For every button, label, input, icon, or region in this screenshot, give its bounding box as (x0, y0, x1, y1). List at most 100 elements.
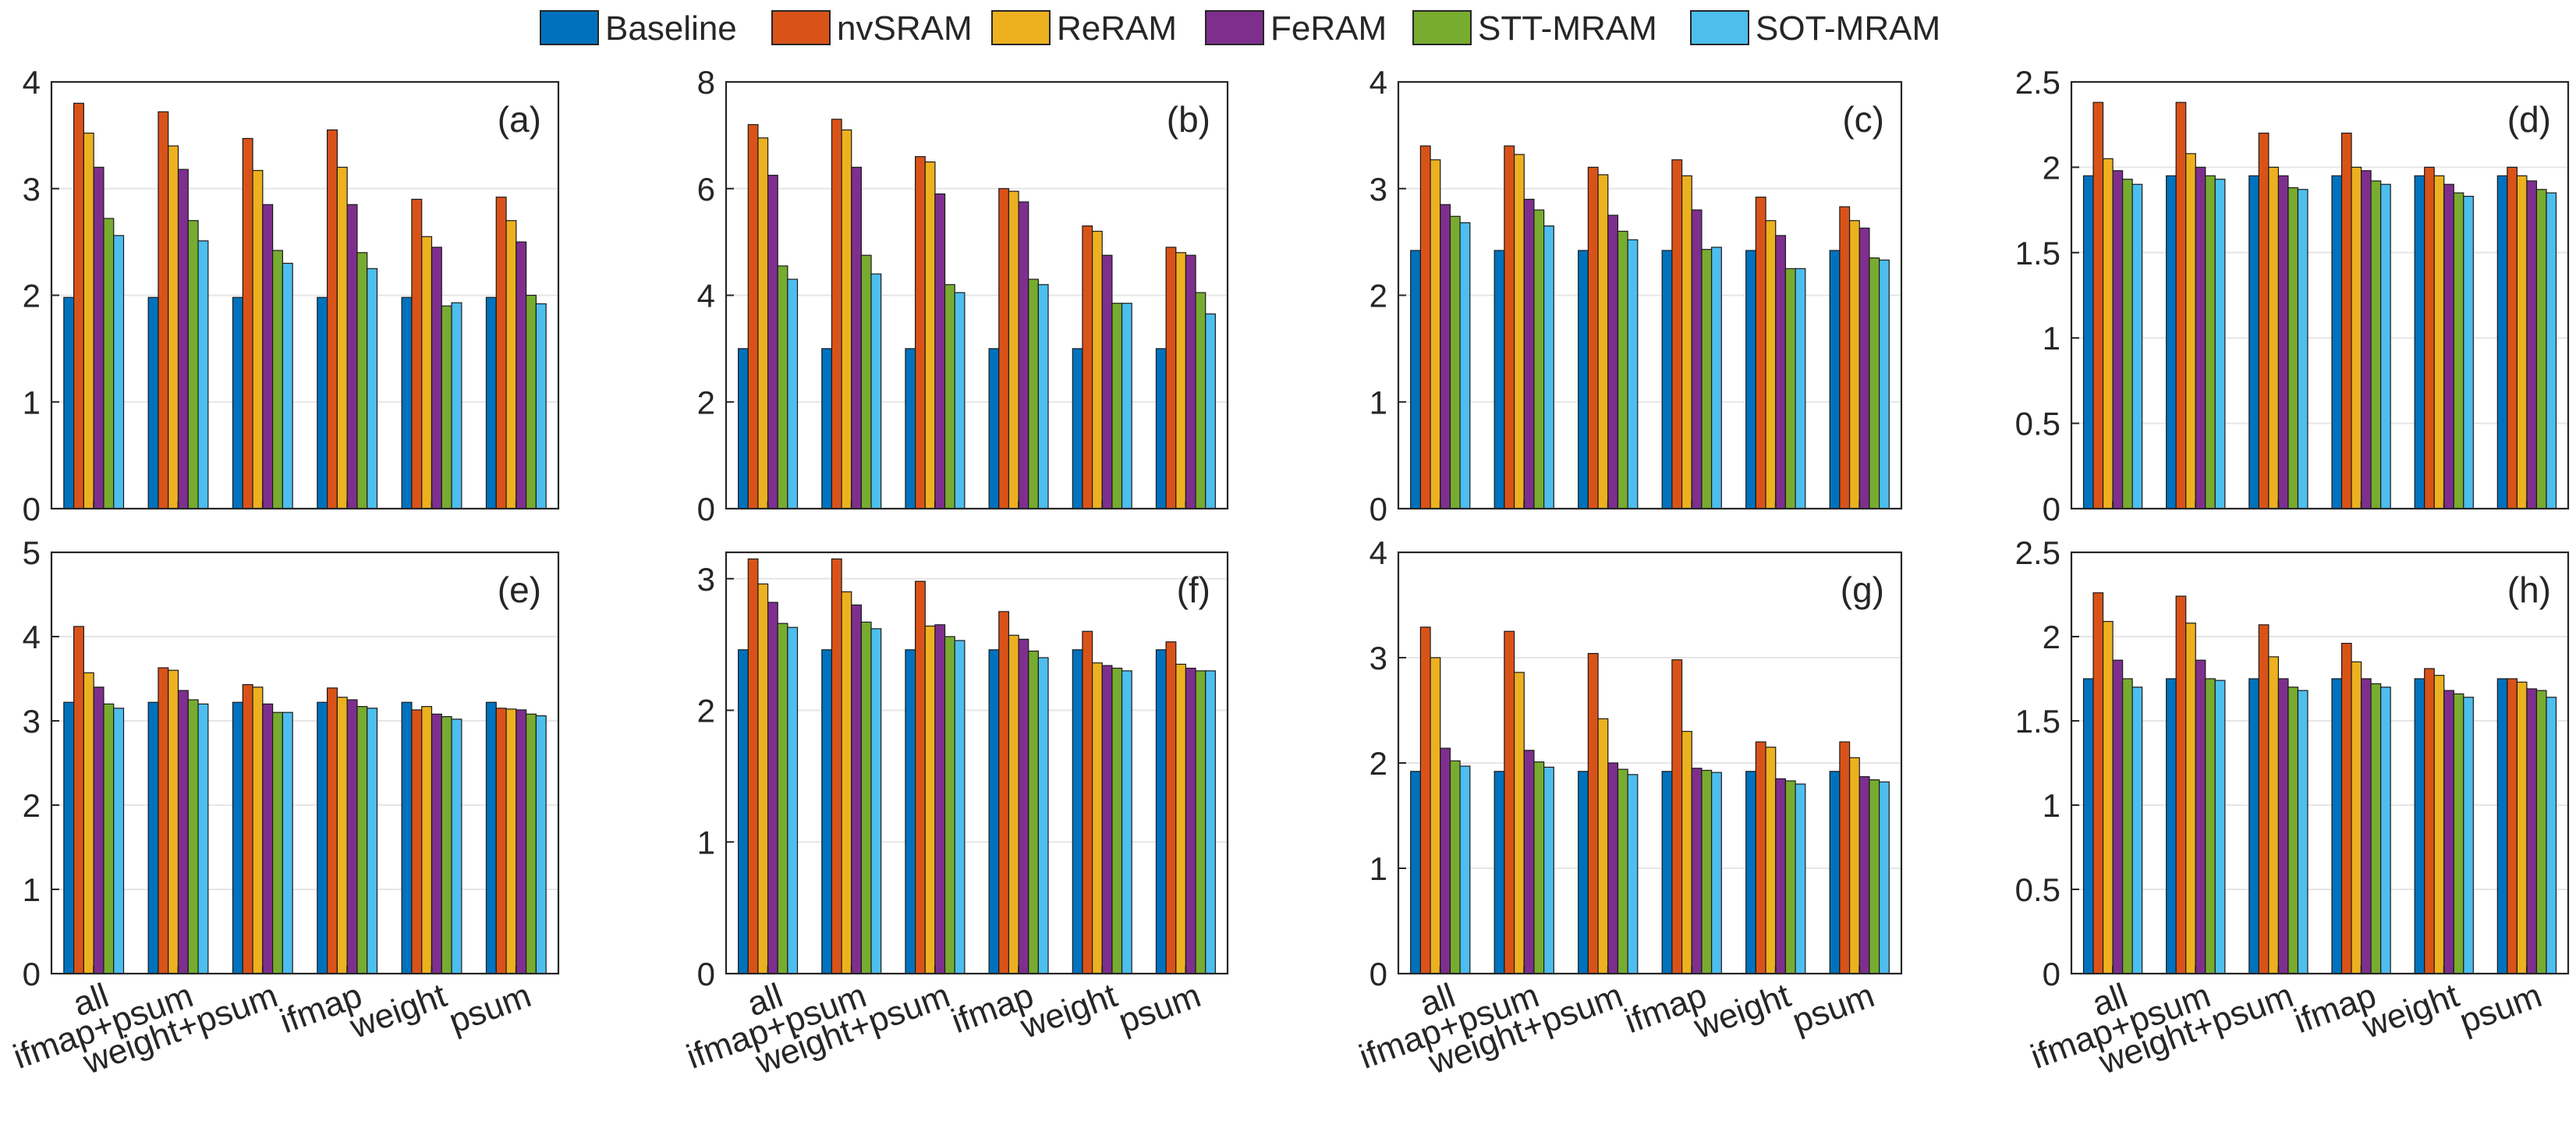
bar-baseline-ifmap-psum (147, 296, 159, 509)
bar-nvsram-weight (1755, 741, 1766, 974)
bar-sot-mram-weight-psum (1627, 774, 1639, 974)
bar-feram-weight (431, 713, 442, 974)
bar-nvsram-weight-psum (1587, 166, 1599, 509)
legend-swatch-reram (991, 10, 1051, 45)
bar-stt-mram-ifmap-psum (1533, 761, 1545, 974)
y-tick-label: 4 (1369, 64, 1387, 101)
bar-stt-mram-weight-psum (272, 250, 283, 509)
bar-feram-ifmap (346, 699, 358, 974)
bar-sot-mram-weight (2463, 697, 2474, 974)
bar-reram-ifmap-psum (2185, 153, 2196, 509)
bar-stt-mram-all (777, 265, 788, 509)
bar-baseline-all (738, 348, 749, 509)
bar-reram-ifmap-psum (841, 591, 852, 974)
bar-reram-psum (1848, 757, 1860, 974)
bar-stt-mram-weight (441, 715, 452, 974)
bar-sot-mram-ifmap-psum (870, 628, 882, 974)
bar-feram-psum (516, 709, 527, 974)
axes-box (50, 551, 560, 975)
bar-nvsram-psum (2507, 166, 2518, 509)
bar-baseline-ifmap (988, 649, 1000, 974)
bar-feram-psum (516, 241, 527, 509)
bar-reram-psum (505, 708, 517, 974)
bar-sot-mram-ifmap-psum (2214, 179, 2226, 509)
bar-sot-mram-all (1459, 765, 1471, 974)
bar-sot-mram-ifmap (367, 708, 378, 974)
y-tick-label: 3 (697, 561, 715, 598)
bar-nvsram-psum (495, 708, 507, 974)
panel-label: (c) (1842, 99, 1884, 140)
bar-nvsram-psum (1839, 741, 1851, 974)
bar-nvsram-ifmap-psum (831, 119, 842, 509)
bar-baseline-weight (2414, 175, 2425, 509)
y-tick-label: 2 (1369, 745, 1387, 782)
bar-baseline-weight (401, 701, 413, 974)
bar-feram-weight-psum (1607, 762, 1619, 974)
bar-stt-mram-weight (1111, 303, 1123, 509)
y-tick-label: 2 (697, 384, 715, 420)
bar-baseline-psum (1829, 250, 1841, 509)
y-tick-label: 2 (697, 693, 715, 729)
bar-reram-ifmap (336, 166, 348, 509)
bar-nvsram-ifmap (327, 687, 338, 974)
bar-sot-mram-weight-psum (954, 640, 966, 974)
bar-stt-mram-all (2122, 179, 2133, 509)
bar-baseline-ifmap (1661, 250, 1673, 509)
bar-nvsram-weight-psum (2258, 624, 2270, 974)
bar-sot-mram-psum (2546, 697, 2557, 974)
bar-sot-mram-ifmap-psum (2214, 679, 2226, 974)
bar-sot-mram-ifmap-psum (1543, 225, 1554, 509)
bar-reram-psum (1175, 663, 1187, 974)
bar-nvsram-ifmap (327, 129, 338, 509)
bar-baseline-weight-psum (2248, 678, 2259, 974)
legend-swatch-feram (1205, 10, 1264, 45)
bar-feram-ifmap (1018, 638, 1029, 974)
bar-feram-ifmap (1018, 201, 1029, 509)
bar-stt-mram-weight (1784, 268, 1796, 509)
bar-reram-weight-psum (2268, 166, 2280, 509)
bar-baseline-ifmap (988, 348, 1000, 509)
bar-reram-weight (2433, 675, 2445, 974)
bar-sot-mram-weight-psum (282, 711, 293, 974)
bar-reram-all (757, 137, 769, 509)
bar-stt-mram-all (103, 218, 115, 509)
y-tick-label: 2.5 (2015, 534, 2060, 571)
bar-nvsram-all (747, 124, 759, 509)
axes-box (725, 551, 1229, 975)
bar-stt-mram-psum (1869, 779, 1880, 974)
bar-feram-psum (2526, 688, 2538, 974)
panel-b: 0 2 4 6 8 (b) (697, 64, 1229, 527)
bar-nvsram-psum (1165, 641, 1177, 974)
bar-baseline-psum (1829, 771, 1841, 974)
panel-label: (e) (498, 570, 541, 610)
bar-sot-mram-psum (535, 715, 547, 974)
bar-stt-mram-ifmap (356, 706, 368, 974)
bar-sot-mram-ifmap (1037, 284, 1049, 509)
y-tick-label: 2 (2043, 149, 2060, 186)
bar-nvsram-psum (2507, 678, 2518, 974)
bar-feram-ifmap (346, 204, 358, 509)
y-tick-label: 1 (2043, 320, 2060, 357)
bar-sot-mram-ifmap-psum (197, 240, 209, 509)
legend-swatch-stt-mram (1412, 10, 1472, 45)
panel-label: (a) (498, 99, 541, 140)
bar-sot-mram-all (113, 235, 125, 509)
y-tick-label: 4 (23, 64, 41, 101)
bar-sot-mram-weight (1121, 670, 1132, 974)
y-tick-label: 0.5 (2015, 406, 2060, 442)
y-tick-label: 1 (23, 871, 41, 908)
bar-reram-all (83, 133, 94, 509)
bar-feram-weight-psum (2277, 175, 2289, 509)
y-tick-label: 0 (1369, 491, 1387, 527)
bar-baseline-weight (1745, 250, 1756, 509)
bar-stt-mram-psum (1195, 292, 1207, 509)
bar-baseline-all (2082, 678, 2094, 974)
bar-sot-mram-weight (451, 302, 462, 509)
y-tick-label: 0 (697, 491, 715, 527)
y-tick-label: 2 (23, 787, 41, 824)
bar-stt-mram-weight (1784, 780, 1796, 974)
y-tick-label: 6 (697, 171, 715, 208)
bar-stt-mram-all (1449, 215, 1461, 509)
y-tick-label: 2.5 (2015, 64, 2060, 101)
legend-label-stt-mram: STT-MRAM (1478, 9, 1657, 48)
